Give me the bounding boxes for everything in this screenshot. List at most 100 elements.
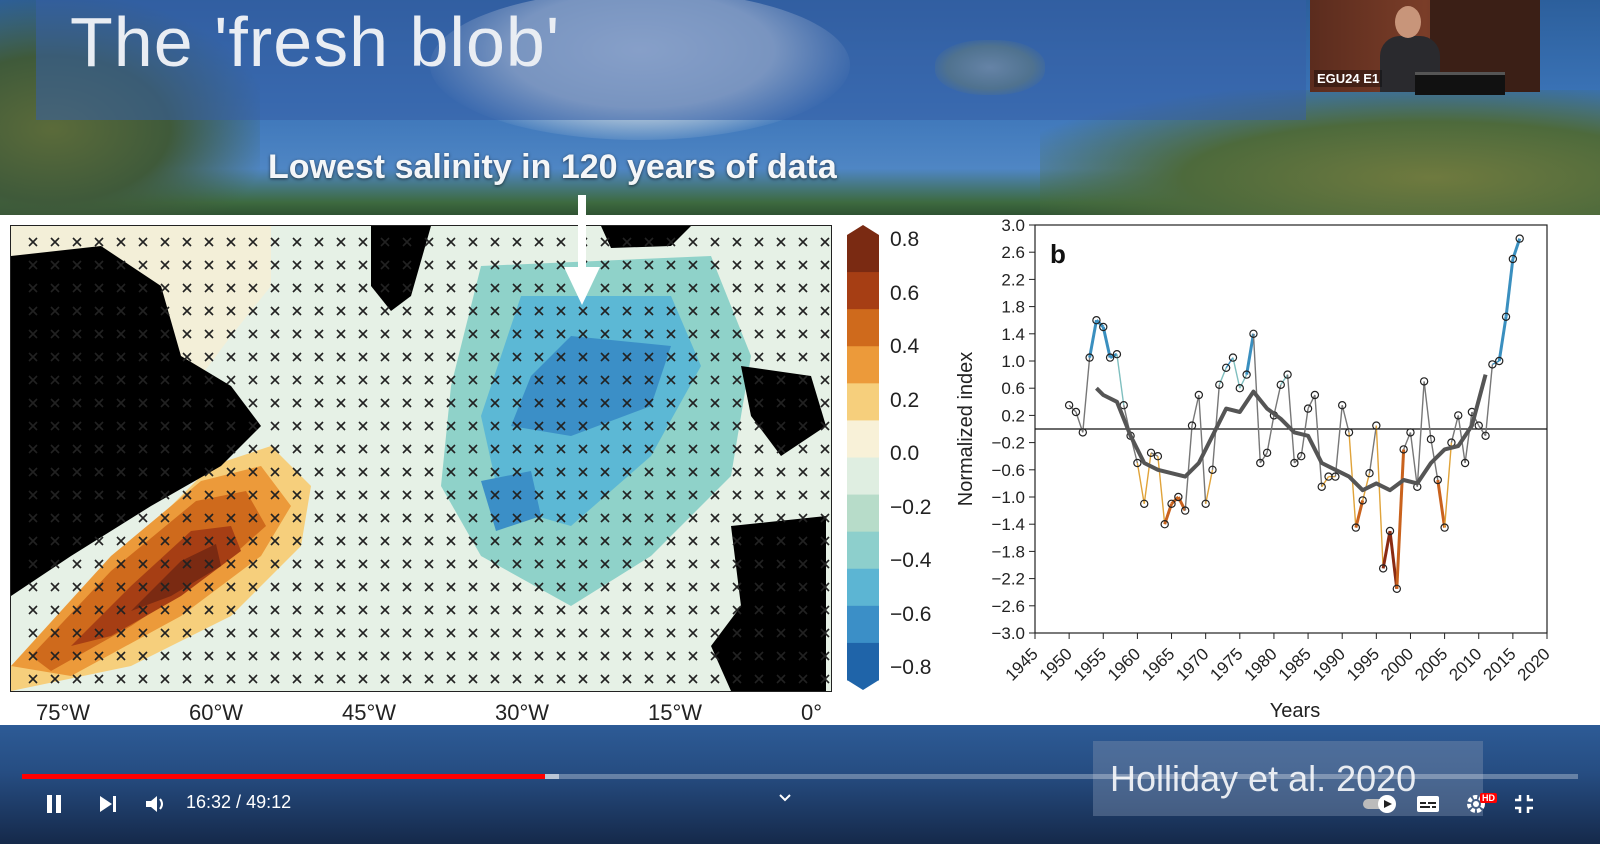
- significance-marker: [600, 306, 610, 316]
- significance-marker: [424, 237, 434, 247]
- significance-marker: [556, 628, 566, 638]
- significance-marker: [160, 628, 170, 638]
- significance-marker: [446, 329, 456, 339]
- significance-marker: [50, 559, 60, 569]
- exit-fullscreen-icon: [1515, 795, 1533, 813]
- autoplay-icon: [1363, 795, 1396, 813]
- significance-marker: [314, 559, 324, 569]
- colorbar-tick-label: 0.2: [890, 388, 920, 412]
- y-tick-label: −2.6: [991, 597, 1025, 616]
- significance-marker: [138, 467, 148, 477]
- significance-marker: [446, 582, 456, 592]
- significance-marker: [556, 559, 566, 569]
- annual-index-segment: [1088, 319, 1098, 358]
- significance-marker: [402, 237, 412, 247]
- significance-marker: [402, 260, 412, 270]
- significance-marker: [336, 421, 346, 431]
- annual-index-segment: [1157, 456, 1166, 525]
- chapter-dropdown-button[interactable]: [767, 782, 803, 814]
- significance-marker: [270, 536, 280, 546]
- significance-marker: [138, 306, 148, 316]
- significance-marker: [72, 559, 82, 569]
- settings-button[interactable]: [1458, 788, 1494, 820]
- significance-marker: [820, 536, 830, 546]
- significance-marker: [468, 306, 478, 316]
- annual-index-point: [1187, 421, 1197, 430]
- significance-marker: [710, 283, 720, 293]
- significance-marker: [50, 490, 60, 500]
- annual-index-point: [1092, 315, 1101, 325]
- significance-marker: [424, 444, 434, 454]
- annual-index-segment: [1381, 530, 1392, 569]
- significance-marker: [666, 674, 676, 684]
- annual-index-segment: [1354, 500, 1365, 528]
- annual-index-segment: [1478, 425, 1487, 437]
- x-tick-label: 1970: [1172, 644, 1212, 684]
- next-button[interactable]: [90, 788, 126, 820]
- significance-marker: [204, 490, 214, 500]
- significance-marker: [182, 582, 192, 592]
- significance-marker: [204, 674, 214, 684]
- significance-marker: [732, 260, 742, 270]
- smoothed-index-line: [1095, 374, 1488, 493]
- significance-marker: [578, 375, 588, 385]
- significance-marker: [50, 628, 60, 638]
- significance-marker: [204, 605, 214, 615]
- significance-marker: [336, 628, 346, 638]
- annual-index-point: [1385, 526, 1395, 536]
- gear-icon: [1467, 795, 1485, 813]
- significance-marker: [226, 467, 236, 477]
- annual-index-point: [1133, 458, 1142, 468]
- significance-marker: [28, 490, 38, 500]
- significance-marker: [710, 329, 720, 339]
- significance-marker: [72, 375, 82, 385]
- significance-marker: [314, 444, 324, 454]
- significance-marker: [94, 329, 104, 339]
- significance-marker: [94, 306, 104, 316]
- significance-marker: [138, 490, 148, 500]
- exit-fullscreen-button[interactable]: [1506, 788, 1542, 820]
- significance-marker: [314, 513, 324, 523]
- significance-marker: [556, 283, 566, 293]
- significance-marker: [710, 651, 720, 661]
- annual-index-point: [1235, 383, 1244, 393]
- significance-marker: [204, 260, 214, 270]
- significance-marker: [50, 605, 60, 615]
- significance-marker: [710, 398, 720, 408]
- significance-marker: [512, 444, 522, 454]
- significance-marker: [116, 260, 126, 270]
- volume-button[interactable]: [138, 788, 174, 820]
- significance-marker: [600, 444, 610, 454]
- significance-marker: [380, 237, 390, 247]
- significance-marker: [710, 444, 720, 454]
- significance-marker: [28, 375, 38, 385]
- autoplay-toggle[interactable]: [1358, 788, 1404, 820]
- significance-marker: [28, 513, 38, 523]
- significance-marker: [600, 329, 610, 339]
- significance-marker: [688, 605, 698, 615]
- colorbar-segment: [847, 605, 879, 644]
- significance-marker: [446, 513, 456, 523]
- pause-button[interactable]: [36, 788, 72, 820]
- significance-marker: [28, 467, 38, 477]
- significance-marker: [292, 490, 302, 500]
- significance-marker: [314, 467, 324, 477]
- significance-marker: [710, 352, 720, 362]
- significance-marker: [116, 582, 126, 592]
- colorbar-tick-label: 0.4: [890, 335, 920, 358]
- salinity-index-chart: b Normalized index Years 3.0 2.6 2.2 1.8 1.4…: [955, 216, 1554, 722]
- significance-marker: [336, 306, 346, 316]
- colorbar-segment: [847, 235, 879, 273]
- progress-bar[interactable]: [22, 774, 1578, 779]
- subtitles-button[interactable]: [1410, 788, 1446, 820]
- significance-marker: [358, 375, 368, 385]
- significance-marker: [94, 467, 104, 477]
- significance-marker: [424, 260, 434, 270]
- significance-marker: [50, 237, 60, 247]
- colorbar-bottom-cap: [847, 680, 879, 690]
- significance-marker: [270, 513, 280, 523]
- significance-marker: [182, 375, 192, 385]
- annual-index-point: [1071, 407, 1081, 417]
- y-tick-label: 2.2: [1001, 270, 1025, 289]
